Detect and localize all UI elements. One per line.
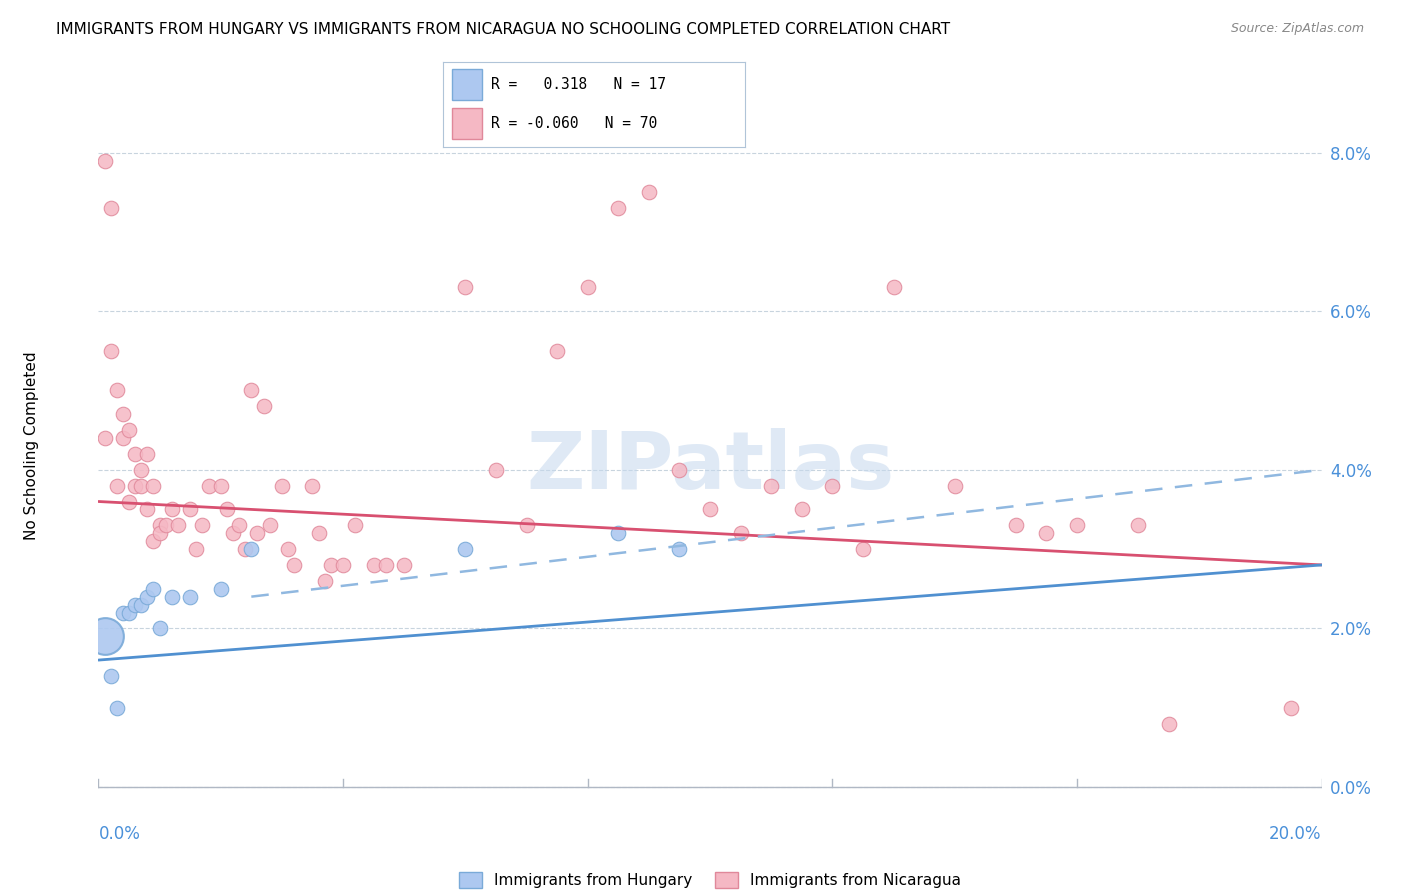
Point — [118, 494, 141, 508]
Text: ZIPatlas: ZIPatlas — [526, 428, 894, 507]
Point — [852, 542, 875, 557]
Text: 20.0%: 20.0% — [1270, 825, 1322, 843]
Point — [93, 431, 115, 445]
Point — [149, 621, 172, 635]
Point — [222, 526, 245, 541]
Point — [149, 518, 172, 533]
Point — [129, 598, 152, 612]
Point — [186, 542, 208, 557]
Point — [943, 478, 966, 492]
Point — [111, 407, 134, 421]
Point — [883, 280, 905, 294]
Point — [699, 502, 721, 516]
Point — [118, 606, 141, 620]
Point — [160, 590, 183, 604]
Point — [167, 518, 190, 533]
Point — [240, 384, 263, 398]
Point — [142, 534, 165, 549]
Point — [668, 463, 690, 477]
Point — [259, 518, 281, 533]
Point — [240, 542, 263, 557]
Point — [1004, 518, 1026, 533]
Point — [363, 558, 385, 572]
Point — [111, 431, 134, 445]
Point — [136, 447, 159, 461]
Point — [270, 478, 292, 492]
Point — [392, 558, 416, 572]
Point — [821, 478, 844, 492]
Point — [191, 518, 214, 533]
Point — [93, 153, 115, 168]
Point — [136, 590, 159, 604]
Point — [607, 526, 630, 541]
Point — [179, 502, 201, 516]
Point — [546, 343, 568, 358]
Point — [129, 478, 152, 492]
Point — [155, 518, 177, 533]
Text: 0.0%: 0.0% — [98, 825, 141, 843]
Point — [454, 542, 477, 557]
Point — [1279, 700, 1302, 714]
Point — [136, 502, 159, 516]
Point — [105, 700, 128, 714]
Point — [93, 629, 115, 643]
Point — [485, 463, 508, 477]
Point — [228, 518, 250, 533]
Point — [124, 447, 146, 461]
Point — [215, 502, 238, 516]
Bar — [451, 108, 482, 139]
Text: Source: ZipAtlas.com: Source: ZipAtlas.com — [1230, 22, 1364, 36]
Point — [314, 574, 336, 588]
Point — [209, 582, 232, 596]
Point — [118, 423, 141, 437]
Point — [283, 558, 305, 572]
Point — [637, 186, 661, 200]
Text: IMMIGRANTS FROM HUNGARY VS IMMIGRANTS FROM NICARAGUA NO SCHOOLING COMPLETED CORR: IMMIGRANTS FROM HUNGARY VS IMMIGRANTS FR… — [56, 22, 950, 37]
Point — [516, 518, 538, 533]
Point — [790, 502, 813, 516]
Point — [730, 526, 752, 541]
Point — [142, 582, 165, 596]
Point — [100, 343, 122, 358]
Point — [246, 526, 269, 541]
Point — [759, 478, 782, 492]
Point — [124, 478, 146, 492]
Point — [576, 280, 599, 294]
Point — [100, 669, 122, 683]
Point — [142, 478, 165, 492]
Point — [1066, 518, 1088, 533]
Point — [319, 558, 342, 572]
Point — [1035, 526, 1057, 541]
Text: R =   0.318   N = 17: R = 0.318 N = 17 — [491, 77, 666, 92]
Point — [668, 542, 690, 557]
Bar — [451, 70, 482, 100]
Point — [301, 478, 323, 492]
Point — [100, 201, 122, 215]
Point — [308, 526, 330, 541]
Text: No Schooling Completed: No Schooling Completed — [24, 351, 38, 541]
Point — [129, 463, 152, 477]
Point — [454, 280, 477, 294]
Point — [252, 400, 274, 414]
Point — [105, 478, 128, 492]
Point — [607, 201, 630, 215]
Point — [344, 518, 367, 533]
Point — [105, 384, 128, 398]
Point — [160, 502, 183, 516]
Point — [332, 558, 354, 572]
Point — [277, 542, 299, 557]
Point — [197, 478, 219, 492]
Point — [1157, 716, 1180, 731]
Text: R = -0.060   N = 70: R = -0.060 N = 70 — [491, 116, 658, 131]
Point — [233, 542, 256, 557]
Point — [179, 590, 201, 604]
Point — [209, 478, 232, 492]
Point — [374, 558, 396, 572]
Point — [111, 606, 134, 620]
Point — [124, 598, 146, 612]
Point — [1128, 518, 1150, 533]
Point — [149, 526, 172, 541]
Legend: Immigrants from Hungary, Immigrants from Nicaragua: Immigrants from Hungary, Immigrants from… — [458, 872, 962, 888]
